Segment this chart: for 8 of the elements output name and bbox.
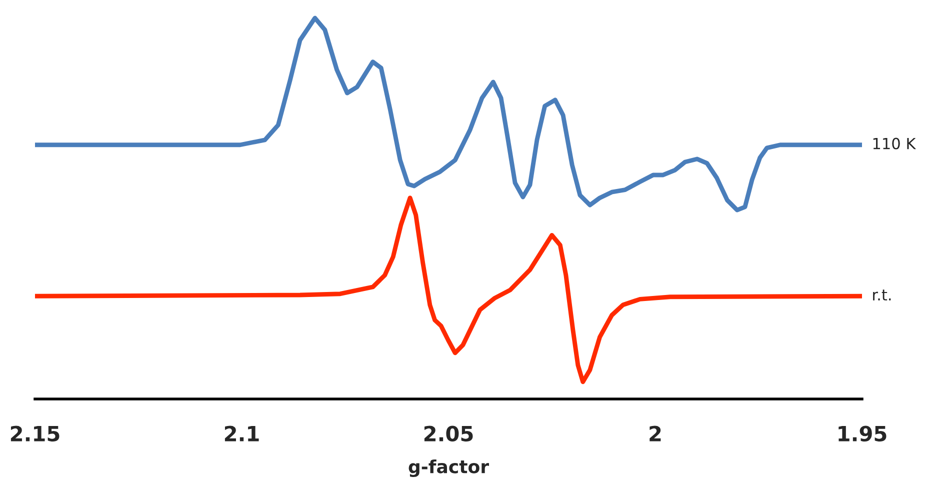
x-tick-label: 2.1 xyxy=(224,426,259,442)
x-axis-title: g-factor xyxy=(408,459,489,478)
x-tick-label: 2.15 xyxy=(10,426,60,442)
series-label: 110 K xyxy=(873,138,916,150)
x-tick-label: 2.05 xyxy=(424,426,473,442)
x-tick-label: 2 xyxy=(650,426,661,442)
series-label: r.t. xyxy=(873,290,891,300)
x-tick-label: 1.95 xyxy=(838,426,886,442)
